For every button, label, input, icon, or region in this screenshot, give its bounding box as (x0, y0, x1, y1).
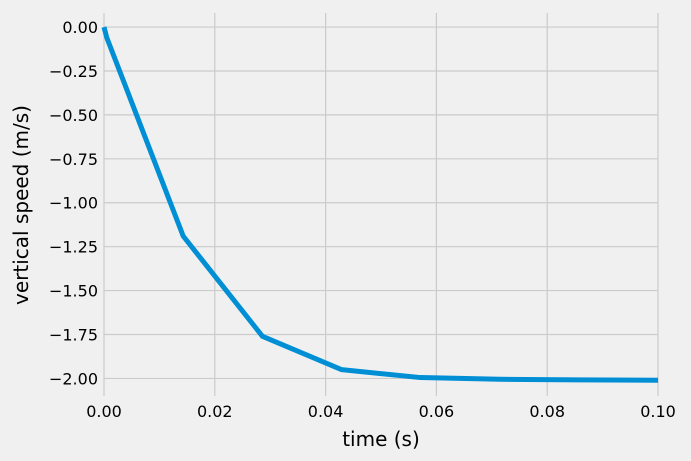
y-tick-label: −0.25 (49, 62, 98, 81)
x-tick-label: 0.00 (86, 402, 122, 421)
y-tick-label: −1.50 (49, 282, 98, 301)
x-tick-label: 0.06 (419, 402, 455, 421)
y-tick-label: −1.25 (49, 238, 98, 257)
series-line (101, 26, 659, 383)
plot-background (104, 13, 658, 396)
y-tick-label: −0.50 (49, 106, 98, 125)
x-tick-label: 0.04 (308, 402, 344, 421)
x-axis-label: time (s) (342, 427, 420, 451)
x-tick-label: 0.02 (197, 402, 233, 421)
y-axis-label: vertical speed (m/s) (9, 105, 33, 305)
x-tick-label: 0.10 (640, 402, 676, 421)
x-tick-label: 0.08 (529, 402, 565, 421)
y-tick-label: −1.00 (49, 194, 98, 213)
y-tick-label: −0.75 (49, 150, 98, 169)
y-tick-label: −1.75 (49, 326, 98, 345)
y-tick-label: 0.00 (62, 18, 98, 37)
y-tick-label: −2.00 (49, 369, 98, 388)
